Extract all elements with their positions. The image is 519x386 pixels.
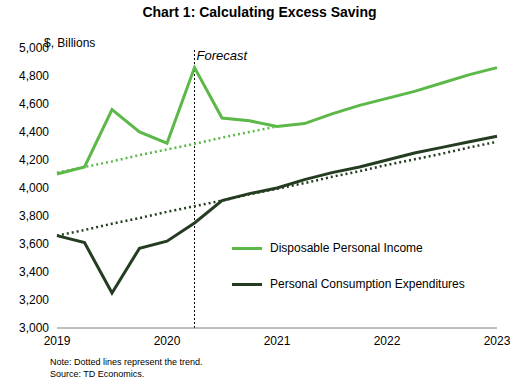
svg-text:3,800: 3,800 — [19, 209, 49, 223]
html-text:Source: TD Economics.: Source: TD Economics. — [50, 369, 145, 379]
svg-text:5,000: 5,000 — [19, 41, 49, 55]
svg-text:2023: 2023 — [484, 334, 511, 348]
svg-text:2022: 2022 — [374, 334, 401, 348]
svg-text:3,400: 3,400 — [19, 265, 49, 279]
html-text:Personal Consumption Expenditu: Personal Consumption Expenditures — [270, 277, 465, 291]
svg-text:Forecast: Forecast — [197, 48, 249, 63]
svg-text:3,200: 3,200 — [19, 293, 49, 307]
svg-text:2020: 2020 — [154, 334, 181, 348]
svg-text:2019: 2019 — [44, 334, 71, 348]
svg-text:4,200: 4,200 — [19, 153, 49, 167]
svg-text:3,000: 3,000 — [19, 321, 49, 335]
svg-text:3,600: 3,600 — [19, 237, 49, 251]
html-text:Chart 1: Calculating Excess Sa: Chart 1: Calculating Excess Saving — [142, 4, 377, 20]
svg-text:4,400: 4,400 — [19, 125, 49, 139]
html-text:$, Billions: $, Billions — [44, 36, 96, 50]
svg-text:4,000: 4,000 — [19, 181, 49, 195]
html-text:Disposable Personal Income: Disposable Personal Income — [270, 241, 423, 255]
svg-text:2021: 2021 — [264, 334, 291, 348]
svg-text:4,600: 4,600 — [19, 97, 49, 111]
html-text:Note: Dotted lines represent t: Note: Dotted lines represent the trend. — [50, 357, 203, 367]
svg-text:4,800: 4,800 — [19, 69, 49, 83]
